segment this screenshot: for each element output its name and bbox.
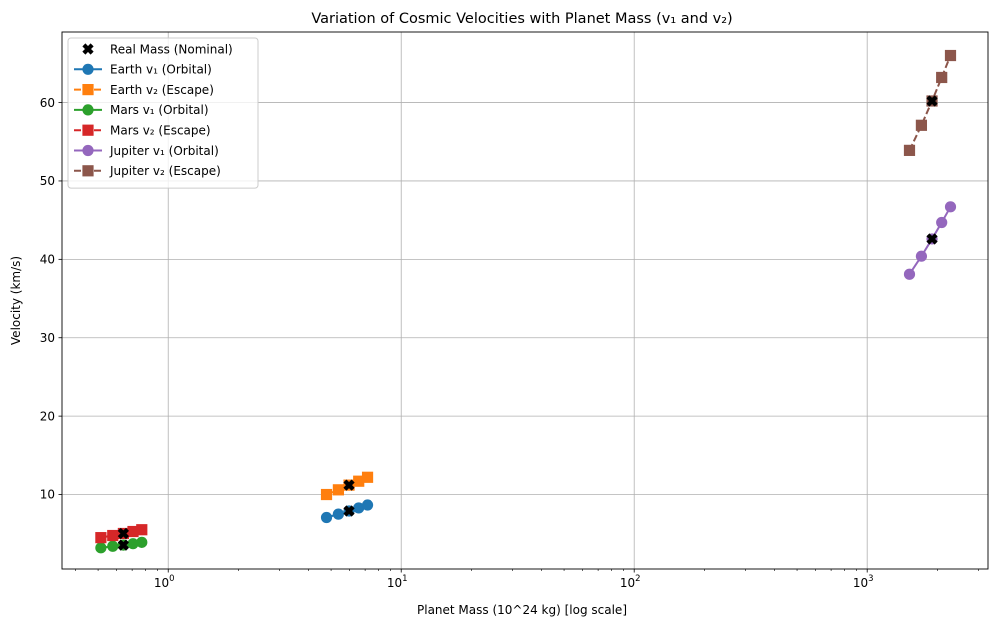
legend-marker (82, 144, 94, 157)
x-axis-label: Planet Mass (10^24 kg) [log scale] (417, 603, 627, 617)
x-tick-label: 103 (853, 574, 874, 590)
y-axis-label: Velocity (km/s) (9, 256, 23, 345)
x-tick-label: 101 (387, 574, 408, 590)
data-point (127, 538, 139, 550)
data-point (320, 511, 333, 524)
nominal-marker (117, 539, 130, 551)
data-point (903, 268, 916, 280)
legend-label: Jupiter v₂ (Escape) (109, 164, 221, 178)
data-point (107, 540, 119, 552)
x-tick-label: 102 (620, 574, 641, 590)
data-point (936, 71, 948, 84)
legend-entry: Earth v₁ (Orbital) (74, 63, 212, 77)
legend-entry: Mars v₁ (Orbital) (74, 103, 209, 117)
legend-label: Earth v₁ (Orbital) (110, 63, 212, 77)
legend-marker (82, 165, 94, 177)
data-point (332, 508, 344, 520)
legend-marker (82, 84, 94, 96)
data-point (136, 524, 148, 536)
y-tick-label: 60 (40, 96, 55, 110)
nominal-marker (926, 95, 938, 107)
y-axis: 10 20 30 40 50 60 (40, 96, 62, 502)
data-point (107, 529, 119, 542)
y-tick-label: 20 (40, 409, 55, 423)
data-point (332, 484, 344, 496)
legend-marker (82, 43, 94, 55)
legend-marker (82, 124, 94, 136)
y-tick-label: 10 (40, 488, 55, 502)
legend-entry: Jupiter v₁ (Orbital) (74, 144, 219, 158)
y-tick-label: 30 (40, 331, 55, 345)
grid (62, 32, 988, 569)
plot-frame (61, 31, 989, 570)
data-point (95, 542, 107, 554)
legend-label: Mars v₂ (Escape) (110, 124, 211, 138)
data-point (915, 250, 928, 262)
series-layer (95, 49, 957, 554)
legend: Real Mass (Nominal) Earth v₁ (Orbital) Ear… (67, 37, 259, 189)
data-point (95, 532, 107, 544)
chart-title: Variation of Cosmic Velocities with Plan… (311, 11, 732, 27)
series-real-mass-nominal (117, 95, 938, 551)
data-point (936, 216, 948, 229)
legend-box (67, 37, 259, 189)
x-axis: 100 101 102 103 (75, 569, 979, 590)
legend-entry: Real Mass (Nominal) (82, 42, 233, 56)
legend-label: Real Mass (Nominal) (110, 42, 233, 56)
x-tick-label: 100 (154, 574, 175, 590)
data-point (944, 49, 957, 62)
data-point (903, 144, 916, 156)
y-tick-label: 40 (40, 253, 55, 267)
data-point (136, 536, 148, 548)
legend-label: Mars v₁ (Orbital) (110, 103, 209, 117)
legend-entry: Jupiter v₂ (Escape) (74, 164, 221, 178)
data-point (353, 502, 365, 514)
legend-marker (82, 63, 94, 75)
nominal-marker (343, 479, 355, 491)
legend-label: Jupiter v₁ (Orbital) (109, 144, 219, 158)
data-point (127, 525, 139, 538)
y-tick-label: 50 (40, 174, 55, 188)
data-point (944, 201, 957, 213)
data-point (915, 119, 928, 131)
nominal-marker (926, 233, 938, 245)
legend-marker (82, 104, 94, 116)
legend-entry: Mars v₂ (Escape) (74, 124, 211, 138)
nominal-marker (343, 505, 355, 517)
legend-label: Earth v₂ (Escape) (110, 83, 214, 97)
data-point (361, 471, 374, 483)
nominal-marker (117, 527, 130, 540)
data-point (320, 488, 333, 501)
data-point (353, 475, 365, 487)
legend-entry: Earth v₂ (Escape) (74, 83, 214, 97)
data-point (361, 499, 374, 511)
series-earth-v-orbital (320, 499, 374, 524)
